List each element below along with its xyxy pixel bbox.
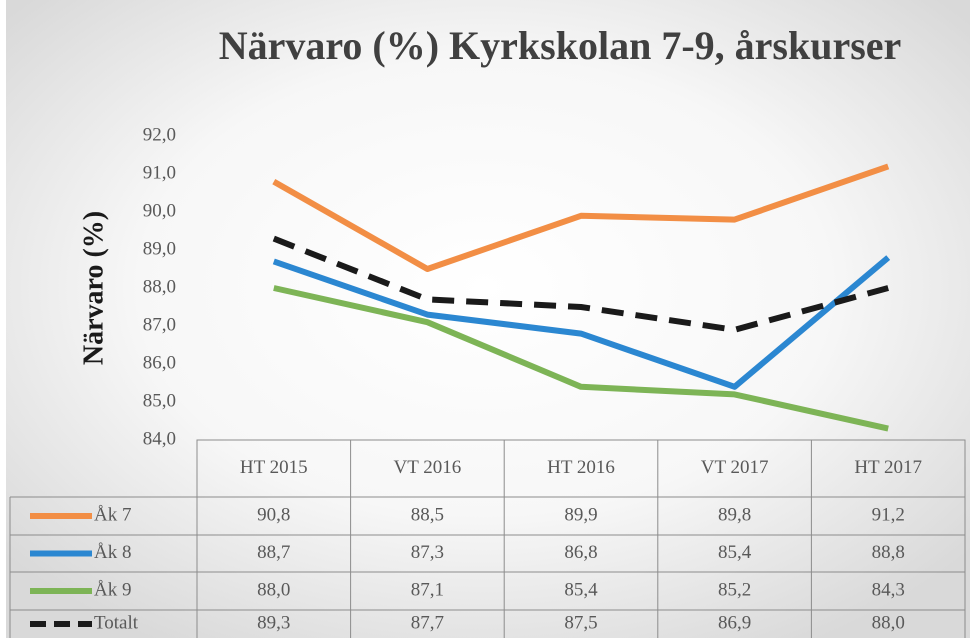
table-cell: 88,0	[872, 612, 905, 633]
table-cell: 87,1	[411, 579, 444, 600]
table-cell: 86,9	[718, 612, 751, 633]
x-tick-label: VT 2016	[394, 457, 462, 478]
table-cell: 91,2	[872, 504, 905, 525]
x-tick-label: VT 2017	[701, 457, 769, 478]
table-cell: 89,8	[718, 504, 751, 525]
table-cell: 88,5	[411, 504, 444, 525]
x-tick-label: HT 2015	[240, 457, 308, 478]
y-tick-label: 91,0	[143, 162, 176, 183]
table-cell: 85,4	[718, 542, 752, 563]
y-tick-label: 92,0	[143, 124, 176, 145]
table-cell: 88,8	[872, 542, 905, 563]
table-cell: 87,7	[411, 612, 444, 633]
left-edge	[0, 0, 6, 638]
table-cell: 90,8	[257, 504, 290, 525]
y-tick-label: 85,0	[143, 390, 176, 411]
y-tick-label: 89,0	[143, 238, 176, 259]
legend-label: Åk 8	[94, 542, 131, 563]
y-tick-label: 84,0	[143, 428, 176, 449]
y-axis-label: Närvaro (%)	[78, 211, 109, 365]
table-cell: 87,3	[411, 542, 444, 563]
legend-label: Åk 9	[94, 579, 131, 600]
table-cell: 85,4	[564, 579, 598, 600]
series-line	[273, 285, 889, 432]
table-cell: 88,7	[257, 542, 290, 563]
y-tick-label: 86,0	[143, 352, 176, 373]
y-tick-label: 90,0	[143, 200, 176, 221]
table-cell: 86,8	[564, 542, 597, 563]
chart-title: Närvaro (%) Kyrkskolan 7-9, årskurser	[219, 23, 902, 68]
x-tick-label: HT 2016	[547, 457, 615, 478]
x-tick-label: HT 2017	[854, 457, 922, 478]
y-tick-label: 87,0	[143, 314, 176, 335]
table-cell: 85,2	[718, 579, 751, 600]
series-line	[272, 255, 891, 390]
legend-label: Totalt	[94, 612, 139, 633]
legend-label: Åk 7	[94, 504, 131, 525]
table-cell: 89,3	[257, 612, 290, 633]
table-cell: 87,5	[564, 612, 597, 633]
table-cell: 88,0	[257, 579, 290, 600]
series-line	[272, 163, 890, 272]
table-cell: 89,9	[564, 504, 597, 525]
y-tick-label: 88,0	[143, 276, 176, 297]
series-line	[272, 235, 889, 333]
table-cell: 84,3	[872, 579, 905, 600]
